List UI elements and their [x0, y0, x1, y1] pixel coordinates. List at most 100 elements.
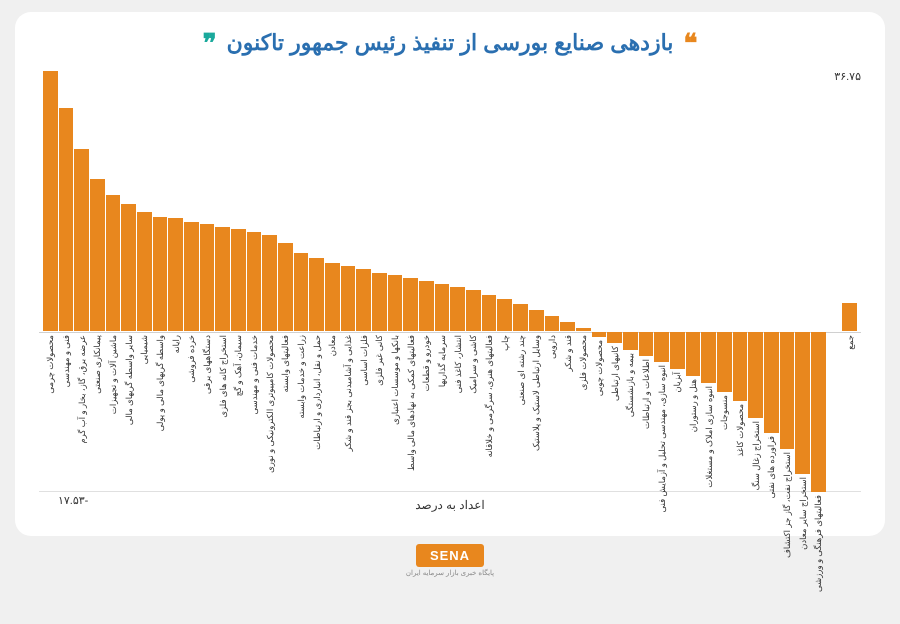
bar-item: فلزات اساسی [356, 72, 371, 491]
logo-subtitle: پایگاه خبری بازار سرمایه ایران [406, 569, 494, 577]
footer: SENA پایگاه خبری بازار سرمایه ایران [406, 544, 494, 577]
quote-close-icon: ❞ [203, 30, 217, 56]
bar-rect [153, 217, 168, 332]
bar-rect [262, 235, 277, 331]
bar-item: حمل و نقل، انبارداری و ارتباطات [309, 72, 324, 491]
bar-rect [43, 71, 58, 331]
bar-rect [733, 332, 748, 400]
bar-label: اطلاعات و ارتباطات [641, 359, 651, 429]
bar-item: فعالیتهای هنری، سرگرمی و خلاقانه [482, 72, 497, 491]
bar-rect [513, 304, 528, 331]
bar-label: حمل و نقل، انبارداری و ارتباطات [312, 335, 322, 450]
bar-label: چند رشته ای صنعتی [516, 335, 526, 405]
bar-item: استخراج سایر معادن [795, 72, 810, 491]
bar-rect [215, 227, 230, 332]
bar-item: سرمایه گذاریها [435, 72, 450, 491]
bar-label: استخراج کانه های فلزی [218, 335, 228, 418]
bar-item: فعالیتهای فرهنگی و ورزشی [811, 72, 826, 491]
bar-label: زراعت و خدمات وابسته [296, 335, 306, 419]
bar-rect [686, 332, 701, 376]
bar-rect [90, 179, 105, 331]
bar-label: دارویی [547, 335, 557, 359]
bar-rect [403, 278, 418, 331]
bar-label: عرضه برق، گاز، بخار و آب گرم [77, 335, 87, 444]
bar-rect [529, 310, 544, 331]
bar-rect [780, 332, 795, 449]
bar-rect [607, 332, 622, 343]
bar-label: فراورده های نفتی [766, 436, 776, 498]
bar-rect [482, 295, 497, 332]
bar-label: قند و شکر [563, 335, 573, 371]
title-wrap: ❝ بازدهی صنایع بورسی از تنفیذ رئیس جمهور… [39, 30, 861, 56]
logo-badge: SENA [416, 544, 484, 567]
bar-rect [137, 212, 152, 332]
bar-item: وسایل ارتباطی لاستیک و پلاستیک [529, 72, 544, 491]
bar-rect [811, 332, 826, 492]
bar-rect [795, 332, 810, 473]
bar-item: ماشین آلات و تجهیزات [106, 72, 121, 491]
bar-item: پیمانکاری صنعتی [90, 72, 105, 491]
bar-total: جمع [842, 72, 857, 491]
bar-rect [59, 108, 74, 331]
bar-rect [200, 224, 215, 331]
bar-rect [748, 332, 763, 418]
bar-item: شیمیایی [137, 72, 152, 491]
bar-label: محصولات چرمی [45, 335, 55, 394]
bar-label: فعالیتهای کمکی به نهادهای مالی واسط [406, 335, 416, 471]
bar-rect [388, 275, 403, 331]
bars-container: محصولات چرمی فنی و مهندسیعرضه برق، گاز، ب… [39, 72, 861, 491]
bar-label: ماشین آلات و تجهیزات [108, 335, 118, 414]
bar-label: استخراج نفت، گاز جز اکتشاف [782, 452, 792, 558]
bar-label: استخراج زغال سنگ [751, 421, 761, 490]
bar-item: منسوجات [717, 72, 732, 491]
bar-item: اطلاعات و ارتباطات [639, 72, 654, 491]
bar-label: دستگاههای برقی [202, 335, 212, 394]
bar-rect [701, 332, 716, 383]
bar-label: سیمان، آهک و گچ [233, 335, 243, 396]
bar-rect [231, 229, 246, 332]
bar-label: کاشی و سرامیک [468, 335, 478, 394]
bar-item: سیمان، آهک و گچ [231, 72, 246, 491]
bar-label: محصولات کاغذ [735, 404, 745, 457]
bar-label: هتل و رستوران [688, 379, 698, 432]
axis-label: اعداد به درصد [39, 498, 861, 512]
bar-rect [623, 332, 638, 349]
bar-item: فنی و مهندسی [59, 72, 74, 491]
bar-item: محصولات چوبی [592, 72, 607, 491]
bar-label: محصولات چوبی [594, 340, 604, 396]
bar-rect [341, 266, 356, 331]
bar-rect [842, 303, 857, 331]
bar-item: رایانه [168, 72, 183, 491]
bar-item: انتشار، کاغذ فنی [450, 72, 465, 491]
chart-area: ۳۶.۷۵ محصولات چرمیفنی و مهندسیعرضه برق، … [39, 72, 861, 492]
bar-label: شیمیایی [139, 335, 149, 364]
bar-rect [309, 258, 324, 331]
bar-item: آبزیان [670, 72, 685, 491]
bar-rect [654, 332, 669, 362]
bar-label: استخراج سایر معادن [798, 477, 808, 550]
bar-item: محصولات فلزی [576, 72, 591, 491]
bar-item: زراعت و خدمات وابسته [294, 72, 309, 491]
bar-item: دستگاههای برقی [200, 72, 215, 491]
bar-item: غذایی و آشامیدنی بجز قند و شکر [341, 72, 356, 491]
bar-item: چند رشته ای صنعتی [513, 72, 528, 491]
bar-item: کانی غیر فلزی [372, 72, 387, 491]
bar-item: انبوه سازی املاک و مستغلات [701, 72, 716, 491]
bar-rect [592, 332, 607, 337]
bar-rect [325, 263, 340, 331]
bar-item: بانکها و موسسات اعتباری [388, 72, 403, 491]
bar-rect [670, 332, 685, 368]
bar-label: آبزیان [672, 372, 682, 393]
bar-label: کانی غیر فلزی [374, 335, 384, 386]
bar-rect [356, 269, 371, 331]
chart-card: ❝ بازدهی صنایع بورسی از تنفیذ رئیس جمهور… [15, 12, 885, 536]
bar-rect [106, 195, 121, 331]
bar-label: بیمه و بازنشستگی [625, 353, 635, 417]
bar-item: عرضه برق، گاز، بخار و آب گرم [74, 72, 89, 491]
bar-label: کانیهای ارتباطی [610, 346, 620, 401]
bar-item: محصولات کاغذ [733, 72, 748, 491]
bar-rect [435, 284, 450, 331]
bar-item: سایر واسطه گریهای مالی [121, 72, 136, 491]
bar-label: انبوه سازی املاک و مستغلات [704, 386, 714, 488]
bar-item: فراورده های نفتی [764, 72, 779, 491]
